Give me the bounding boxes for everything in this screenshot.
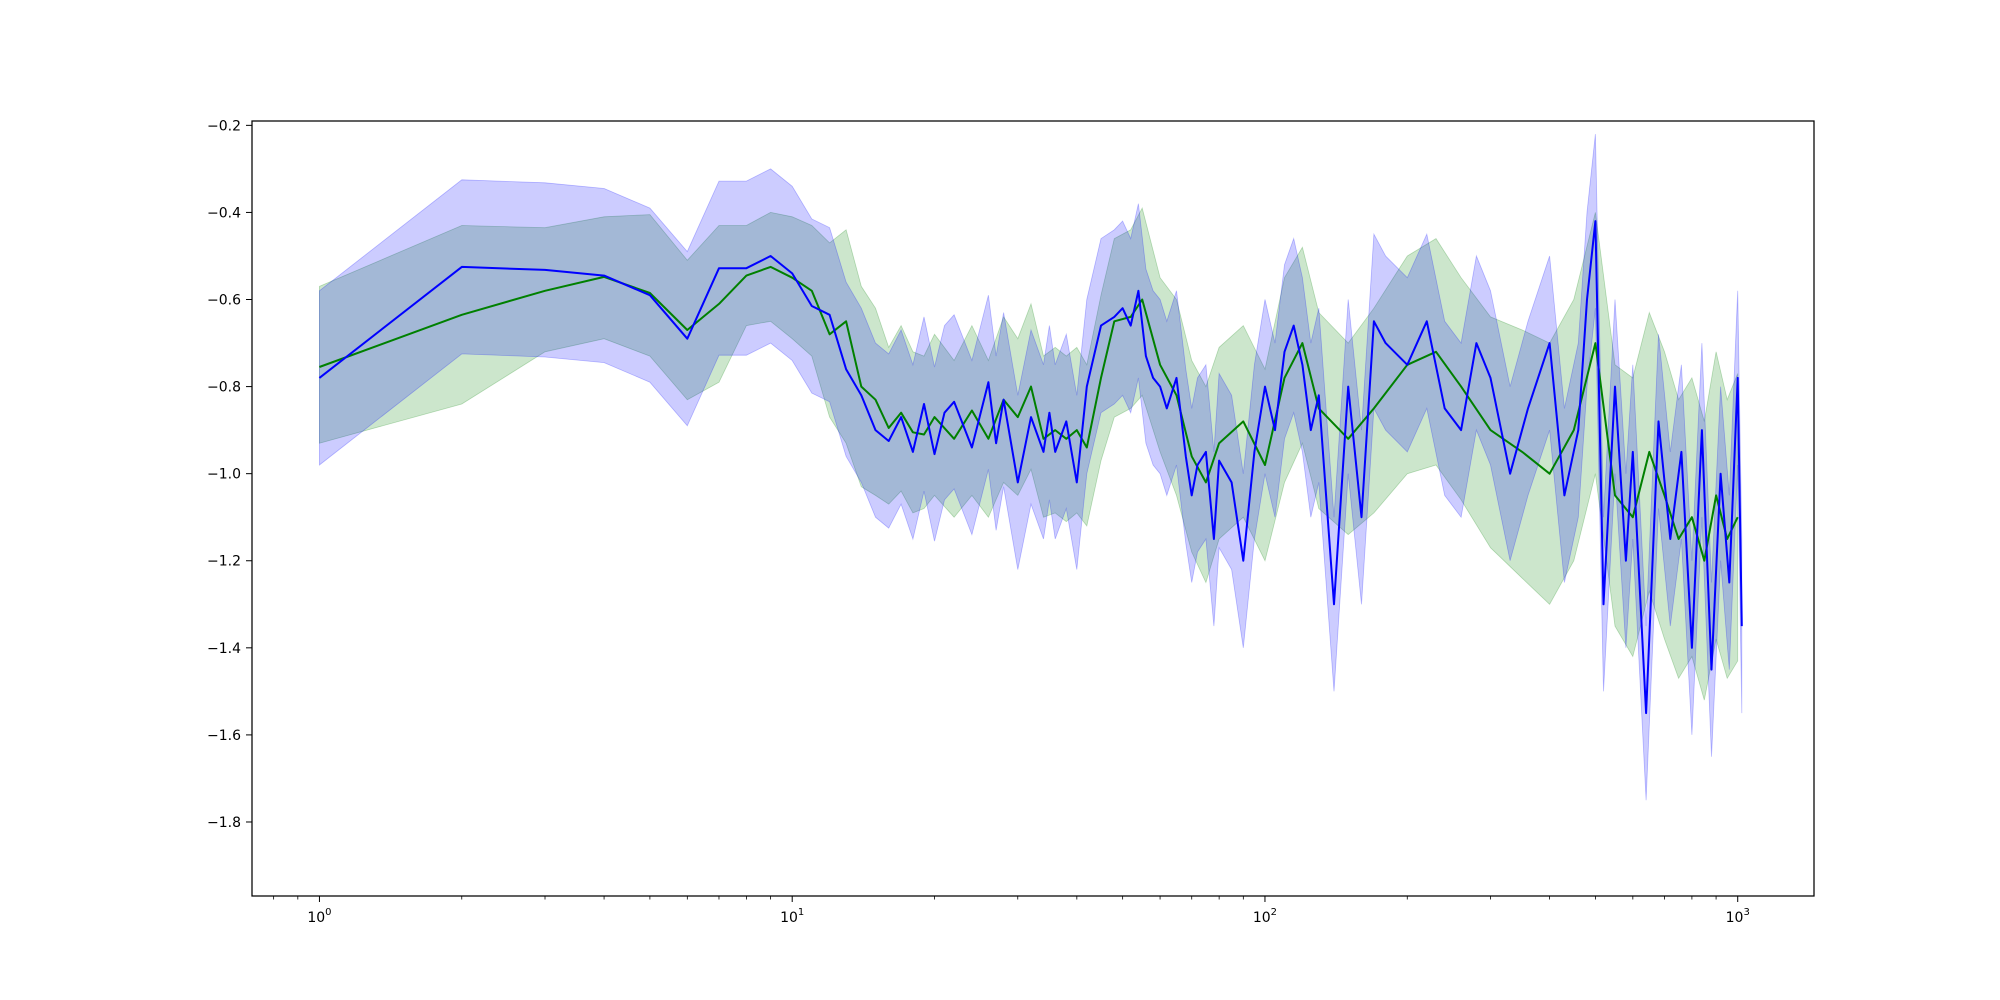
- x-tick-label: 103: [1726, 907, 1750, 926]
- x-tick-label: 100: [307, 907, 331, 926]
- y-tick-label: −0.4: [207, 205, 241, 221]
- x-tick-label: 102: [1253, 907, 1277, 926]
- y-tick-label: −1.6: [207, 728, 241, 744]
- axes-frame: [251, 120, 1815, 897]
- y-tick-label: −1.0: [207, 467, 241, 483]
- y-tick-label: −0.2: [207, 118, 241, 134]
- plot-area: [318, 134, 1743, 801]
- y-tick-label: −1.4: [207, 641, 241, 657]
- y-axis: −0.2 −0.4 −0.6 −0.8 −1.0 −1.2 −1.4 −1.6 −1.8: [207, 118, 252, 831]
- y-tick-label: −1.2: [207, 554, 241, 570]
- x-tick-label: 101: [780, 907, 804, 926]
- x-axis: 100 101 102 103: [273, 896, 1750, 926]
- y-tick-label: −1.8: [207, 815, 241, 831]
- y-tick-label: −0.8: [207, 380, 241, 396]
- series-2-line: [318, 220, 1743, 715]
- series-2-band: [318, 134, 1743, 801]
- series-1-band: [318, 207, 1739, 701]
- y-tick-label: −0.6: [207, 293, 241, 309]
